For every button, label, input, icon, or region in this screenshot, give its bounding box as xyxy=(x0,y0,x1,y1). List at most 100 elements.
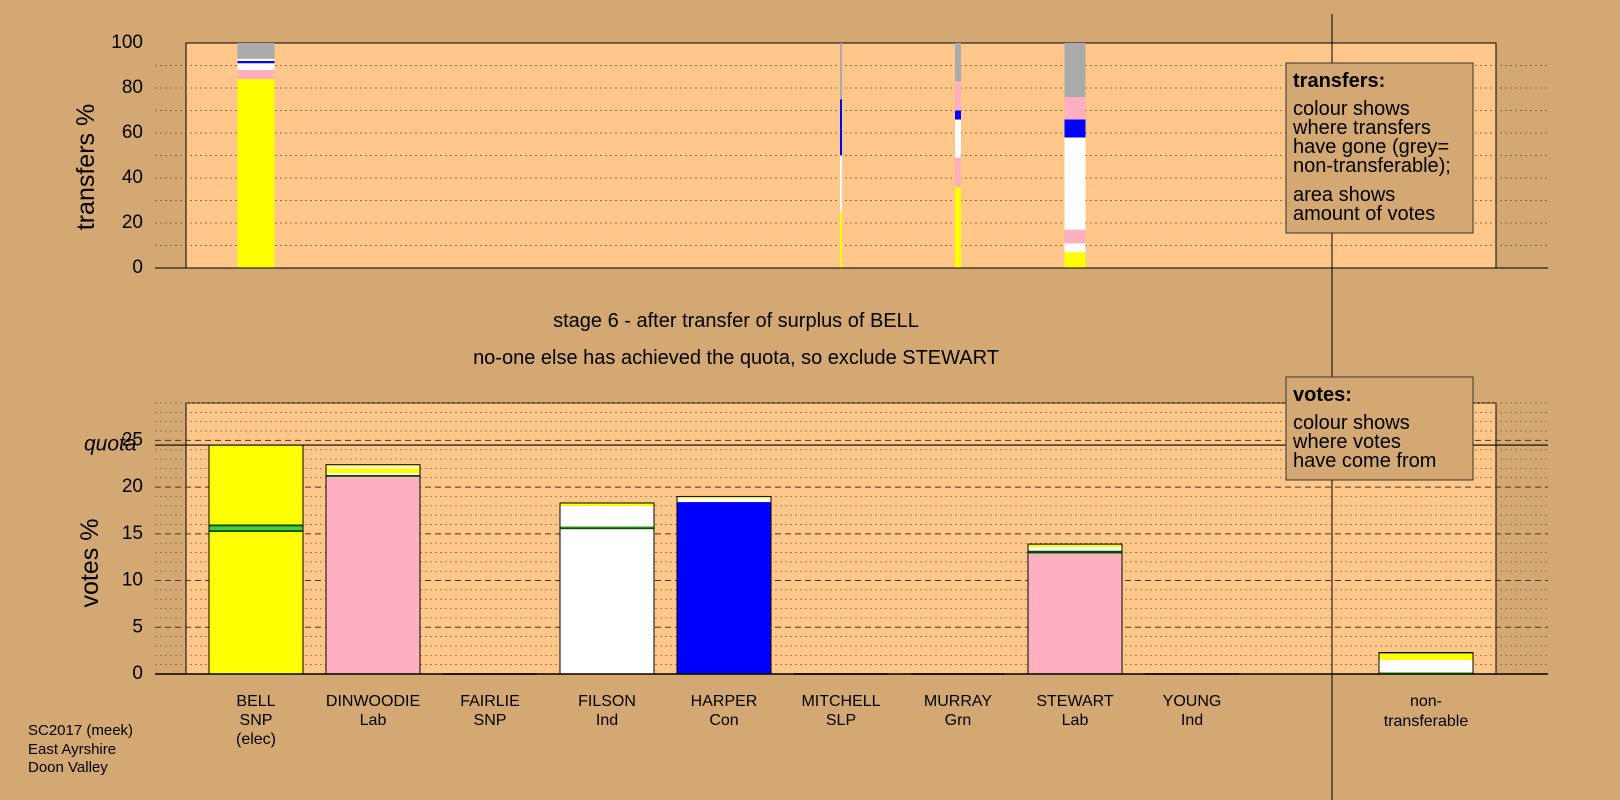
non-transferable-label-2: transferable xyxy=(1384,713,1469,730)
vote-segment xyxy=(677,496,771,499)
candidate-label: FILSON xyxy=(578,693,636,710)
legend-transfers-line: amount of votes xyxy=(1293,203,1435,225)
candidate-label: (elec) xyxy=(236,731,276,748)
transfer-segment xyxy=(1064,252,1086,268)
vote-segment xyxy=(1028,553,1122,674)
transfers-y-axis-title: transfers % xyxy=(72,104,100,230)
vote-segment xyxy=(1379,659,1473,673)
transfer-segment xyxy=(955,110,961,120)
votes-y-ticks: 0 5 10 15 20 25 xyxy=(122,429,143,684)
candidate-label: MITCHELL xyxy=(801,693,880,710)
vote-segment xyxy=(560,505,654,527)
vote-segment xyxy=(560,529,654,674)
votes-bars xyxy=(208,444,1474,675)
transfer-segment xyxy=(1064,97,1086,120)
candidate-label: Grn xyxy=(945,712,972,729)
candidate-label: Con xyxy=(709,712,738,729)
candidate-label: BELL xyxy=(236,693,275,710)
legend-votes-line: colour shows xyxy=(1293,412,1410,434)
transfer-segment xyxy=(955,157,961,187)
transfer-segment xyxy=(237,43,275,59)
transfer-segment xyxy=(840,99,842,156)
candidate-label: YOUNG xyxy=(1163,693,1222,710)
quota-label: quota xyxy=(84,433,137,456)
candidate-label: FAIRLIE xyxy=(460,693,520,710)
y-tick-label: 100 xyxy=(111,32,143,53)
legend-votes-title: votes: xyxy=(1293,384,1352,406)
y-tick-label: 60 xyxy=(122,122,143,143)
transfer-segment xyxy=(840,155,842,212)
y-tick-label: 15 xyxy=(122,523,143,544)
transfer-segment xyxy=(1064,229,1086,244)
vote-segment xyxy=(209,530,303,532)
transfer-segment xyxy=(1064,43,1086,97)
vote-segment xyxy=(209,445,303,525)
vote-segment xyxy=(677,498,771,503)
vote-segment xyxy=(209,526,303,531)
y-tick-label: 80 xyxy=(122,77,143,98)
vote-segment xyxy=(677,502,771,674)
y-tick-label: 10 xyxy=(122,570,143,591)
legend-transfers-title: transfers: xyxy=(1293,70,1385,92)
candidate-label: DINWOODIE xyxy=(326,693,420,710)
transfer-segment xyxy=(840,211,842,268)
stage-subtitle: no-one else has achieved the quota, so e… xyxy=(473,347,999,369)
legend-transfers-line: non-transferable); xyxy=(1293,155,1451,177)
transfer-segment xyxy=(237,58,275,61)
legend-transfers-line: area shows xyxy=(1293,184,1395,206)
candidate-label: MURRAY xyxy=(924,693,992,710)
vote-segment xyxy=(326,466,420,469)
y-tick-label: 40 xyxy=(122,167,143,188)
candidate-label: SLP xyxy=(826,712,856,729)
legend-votes-line: have come from xyxy=(1293,450,1436,472)
legend-transfers: transfers: colour shows where transfers … xyxy=(1285,62,1474,234)
vote-segment xyxy=(1028,550,1122,554)
vote-segment xyxy=(326,468,420,474)
transfer-segment xyxy=(955,81,961,111)
candidate-label: Lab xyxy=(1062,712,1089,729)
footnote-line-1: SC2017 (meek) xyxy=(28,722,133,739)
legend-votes-line: where votes xyxy=(1292,431,1401,453)
vote-segment xyxy=(209,524,303,527)
candidate-label: SNP xyxy=(240,712,273,729)
legend-transfers-line: have gone (grey= xyxy=(1293,136,1449,158)
candidate-label: Ind xyxy=(596,712,618,729)
transfer-segment xyxy=(237,63,275,70)
candidate-label: STEWART xyxy=(1036,693,1114,710)
transfer-segment xyxy=(237,70,275,79)
legend-transfers-line: colour shows xyxy=(1293,98,1410,120)
transfer-segment xyxy=(955,119,961,158)
transfers-y-ticks: 0 20 40 60 80 100 xyxy=(111,32,143,278)
transfer-segment xyxy=(237,79,275,268)
y-tick-label: 0 xyxy=(132,257,143,278)
transfer-segment xyxy=(840,43,842,100)
vote-segment xyxy=(560,502,654,506)
transfer-segment xyxy=(955,187,961,268)
footnote-line-3: Doon Valley xyxy=(28,759,108,776)
legend-transfers-line: where transfers xyxy=(1292,117,1431,139)
vote-segment xyxy=(326,473,420,475)
vote-segment xyxy=(1379,672,1473,674)
vote-segment xyxy=(1379,653,1473,660)
y-tick-label: 20 xyxy=(122,212,143,233)
stage-title: stage 6 - after transfer of surplus of B… xyxy=(553,310,919,332)
transfer-segment xyxy=(955,43,961,82)
vote-segment xyxy=(209,531,303,674)
y-tick-label: 5 xyxy=(132,616,143,637)
transfer-segment xyxy=(1064,119,1086,138)
candidate-label: SNP xyxy=(474,712,507,729)
non-transferable-label-1: non- xyxy=(1410,693,1442,710)
vote-segment xyxy=(1028,544,1122,547)
y-tick-label: 25 xyxy=(122,429,143,450)
vote-segment xyxy=(326,464,420,467)
legend-votes: votes: colour shows where votes have com… xyxy=(1285,376,1474,481)
vote-segment xyxy=(1028,546,1122,551)
candidate-label: Ind xyxy=(1181,712,1203,729)
footnote-line-2: East Ayrshire xyxy=(28,741,116,758)
transfer-segment xyxy=(237,61,275,64)
vote-segment xyxy=(560,526,654,528)
candidate-label: HARPER xyxy=(691,693,758,710)
candidate-labels: BELL SNP (elec) DINWOODIE Lab FAIRLIE SNP FILSO… xyxy=(236,693,1221,748)
y-tick-label: 0 xyxy=(132,663,143,684)
transfer-segment xyxy=(1064,137,1086,230)
